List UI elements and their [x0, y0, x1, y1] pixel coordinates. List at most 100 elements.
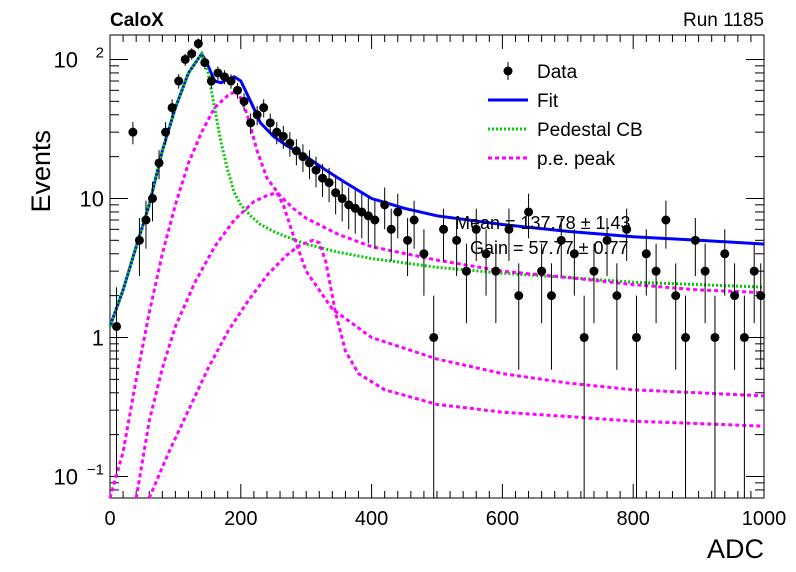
- point-marker: [461, 266, 471, 276]
- series-line-3: [108, 88, 765, 499]
- data-point: [409, 200, 419, 249]
- point-marker: [174, 76, 184, 86]
- point-marker: [661, 215, 671, 225]
- point-marker: [206, 76, 216, 86]
- data-point: [187, 48, 197, 60]
- data-point: [278, 125, 288, 149]
- point-marker: [259, 103, 269, 113]
- data-point: [631, 295, 641, 498]
- point-marker: [700, 266, 710, 276]
- data-point: [357, 193, 367, 239]
- point-marker: [556, 235, 566, 245]
- data-point: [380, 187, 390, 230]
- data-points: [112, 38, 766, 498]
- point-marker: [112, 321, 122, 331]
- point-marker: [298, 152, 308, 162]
- point-marker: [730, 291, 740, 301]
- legend-entry: Fit: [488, 91, 559, 112]
- point-marker: [393, 207, 403, 217]
- point-marker: [429, 332, 439, 342]
- data-point: [311, 156, 321, 188]
- point-marker: [710, 332, 720, 342]
- point-marker: [200, 58, 210, 68]
- point-marker: [622, 224, 632, 234]
- data-point: [304, 150, 314, 180]
- data-point: [386, 208, 396, 261]
- point-marker: [409, 215, 419, 225]
- point-marker: [569, 249, 579, 259]
- point-marker: [291, 146, 301, 156]
- data-point: [252, 105, 262, 126]
- point-marker: [524, 207, 534, 217]
- data-point: [439, 208, 449, 261]
- data-point: [589, 243, 599, 324]
- data-point: [246, 113, 256, 135]
- data-point: [546, 263, 556, 370]
- data-point: [112, 287, 122, 474]
- data-point: [265, 113, 275, 135]
- point-marker: [720, 249, 730, 259]
- data-point: [491, 243, 501, 324]
- point-marker: [141, 215, 151, 225]
- y-tick-label: 10: [54, 47, 78, 72]
- point-marker: [246, 118, 256, 128]
- point-marker: [749, 266, 759, 276]
- run-label: Run 1185: [683, 10, 764, 31]
- data-point: [710, 295, 720, 498]
- point-marker: [612, 291, 622, 301]
- y-tick-label: 10: [54, 464, 78, 489]
- data-point: [514, 263, 524, 370]
- point-marker: [471, 224, 481, 234]
- experiment-label: CaloX: [110, 10, 164, 31]
- point-marker: [318, 173, 328, 183]
- point-marker: [452, 235, 462, 245]
- data-point: [720, 229, 730, 296]
- point-marker: [161, 127, 171, 137]
- point-marker: [154, 158, 164, 168]
- data-point: [128, 122, 138, 145]
- data-point: [331, 176, 341, 215]
- data-point: [461, 243, 471, 324]
- y-tick-label: 1: [92, 325, 104, 350]
- x-tick-label: 800: [617, 508, 650, 530]
- point-marker: [602, 235, 612, 245]
- data-point: [154, 150, 164, 180]
- point-marker: [631, 332, 641, 342]
- point-marker: [651, 266, 661, 276]
- data-point: [452, 218, 462, 277]
- point-marker: [134, 235, 144, 245]
- point-marker: [311, 165, 321, 175]
- data-point: [213, 66, 223, 81]
- point-marker: [239, 96, 249, 106]
- point-marker: [641, 249, 651, 259]
- point-marker: [285, 138, 295, 148]
- point-marker: [419, 249, 429, 259]
- data-point: [537, 243, 547, 324]
- point-marker: [219, 72, 229, 82]
- data-point: [700, 243, 710, 324]
- point-marker: [380, 200, 390, 210]
- point-marker: [265, 118, 275, 128]
- point-marker: [403, 235, 413, 245]
- point-marker: [589, 266, 599, 276]
- point-marker: [546, 291, 556, 301]
- point-marker: [681, 332, 691, 342]
- point-marker: [491, 266, 501, 276]
- data-point: [350, 190, 360, 234]
- series-line-2: [108, 50, 765, 328]
- data-point: [569, 229, 579, 296]
- x-tick-label: 400: [355, 508, 388, 530]
- legend-entry: Data: [503, 62, 578, 83]
- x-tick-label: 0: [104, 508, 115, 530]
- point-marker: [756, 291, 766, 301]
- data-point: [206, 74, 216, 89]
- legend: Data Fit Pedestal CB p.e. peak: [488, 62, 643, 170]
- point-marker: [739, 332, 749, 342]
- data-point: [134, 218, 144, 277]
- data-point: [749, 243, 759, 324]
- data-point: [200, 56, 210, 70]
- data-point: [579, 295, 589, 498]
- data-point: [148, 181, 158, 222]
- y-tick-exponent: −1: [87, 461, 104, 478]
- data-point: [324, 167, 334, 203]
